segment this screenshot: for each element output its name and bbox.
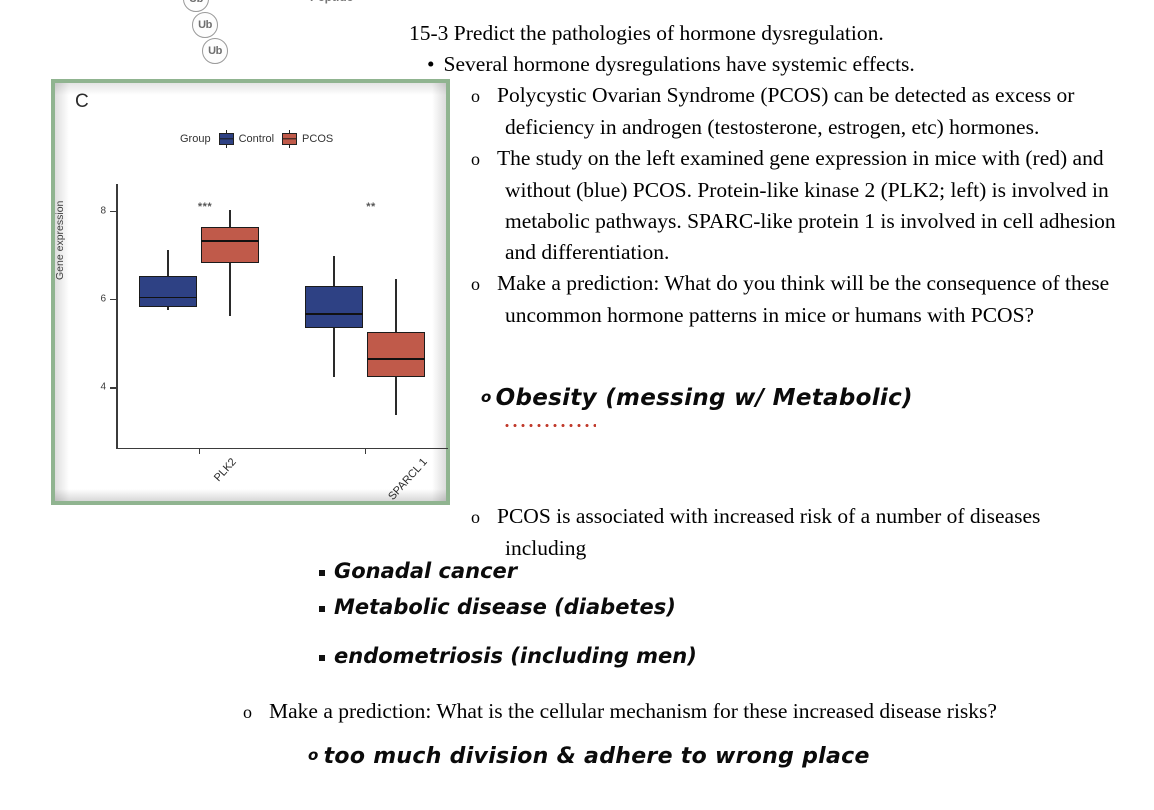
square-bullet-icon <box>319 655 325 661</box>
box-plot-whisker-lower <box>395 377 397 415</box>
bullet-level2-study-description: The study on the left examined gene expr… <box>471 143 1125 268</box>
handwritten-list-item-text: endometriosis (including men) <box>334 644 697 668</box>
x-axis <box>116 447 448 449</box>
handwritten-underline <box>503 424 596 427</box>
ubiquitin-icon: Ub <box>202 38 228 64</box>
y-tick <box>110 387 116 389</box>
y-axis <box>116 184 118 449</box>
y-tick-label: 8 <box>100 205 106 216</box>
ubiquitin-icon: Ub <box>183 0 209 12</box>
legend-label-pcos: PCOS <box>302 133 334 145</box>
bullet-level2-prediction-question-2: Make a prediction: What is the cellular … <box>243 696 1113 728</box>
handwritten-list-item-text: Gonadal cancer <box>334 559 518 583</box>
legend-entry-pcos: PCOS <box>282 130 334 148</box>
square-bullet-icon <box>319 570 325 576</box>
handwritten-answer-mechanism-text: too much division & adhere to wrong plac… <box>323 744 870 769</box>
box-plot-box <box>304 285 364 329</box>
handwritten-list-item: endometriosis (including men) <box>319 644 697 668</box>
handwritten-list-item: Gonadal cancer <box>319 559 517 583</box>
handwritten-answer-obesity: o Obesity (messing w/ Metabolic) <box>481 385 913 411</box>
box-plot-whisker-lower <box>229 262 231 317</box>
square-bullet-icon <box>319 606 325 612</box>
page-title: 15-3 Predict the pathologies of hormone … <box>409 21 884 45</box>
peptide-label: Peptide <box>310 0 353 4</box>
handwritten-answer-mechanism: o too much division & adhere to wrong pla… <box>308 744 870 769</box>
handwritten-list-item-text: Metabolic disease (diabetes) <box>334 595 676 619</box>
box-plot-whisker-lower <box>167 306 169 311</box>
box-plot-whisker-upper <box>229 210 231 227</box>
y-tick-label: 6 <box>100 293 106 305</box>
box-plot-whisker-upper <box>167 250 169 276</box>
significance-marker: ** <box>366 200 376 213</box>
significance-marker: *** <box>197 200 213 213</box>
ubiquitin-chain-remnant: Ub Ub Ub <box>183 0 303 72</box>
bullet-level2-pcos-definition: Polycystic Ovarian Syndrome (PCOS) can b… <box>471 80 1125 143</box>
handwritten-list-item: Metabolic disease (diabetes) <box>319 595 676 619</box>
panel-letter: C <box>75 91 89 112</box>
bullet-level1: Several hormone dysregulations have syst… <box>427 49 1125 80</box>
handwritten-bullet-icon: o <box>308 746 319 764</box>
figure-background <box>55 83 446 501</box>
figure-panel[interactable]: C Group Control PCOS Gene expression 4 6 8… <box>51 79 450 505</box>
box-plot-whisker-lower <box>333 328 335 377</box>
x-tick <box>199 449 201 454</box>
legend-swatch-control <box>218 130 234 148</box>
handwritten-bullet-icon: o <box>481 388 492 406</box>
y-axis-title: Gene expression <box>54 200 66 280</box>
bullet-level2-disease-risk: PCOS is associated with increased risk o… <box>471 501 1107 564</box>
box-plot-median <box>366 358 426 360</box>
y-tick <box>110 298 116 301</box>
box-plot-whisker-upper <box>333 255 335 286</box>
box-plot-median <box>200 240 260 242</box>
box-plot-whisker-upper <box>395 278 397 332</box>
box-plot-box <box>138 275 198 307</box>
x-tick <box>365 449 367 454</box>
y-tick-label: 4 <box>100 381 106 393</box>
box-plot-median <box>138 296 198 299</box>
box-plot-median <box>304 313 364 315</box>
y-tick <box>110 210 116 212</box>
slide-text-lower: Make a prediction: What is the cellular … <box>243 696 1113 728</box>
box-plot-box <box>366 331 426 377</box>
bullet-level2-prediction-question-1: Make a prediction: What do you think wil… <box>471 268 1125 331</box>
handwritten-answer-obesity-text: Obesity (messing w/ Metabolic) <box>495 385 913 411</box>
box-plot-box <box>200 226 260 263</box>
chart-legend: Group Control PCOS <box>180 130 334 148</box>
legend-label-control: Control <box>238 133 275 145</box>
slide-text-middle: PCOS is associated with increased risk o… <box>277 501 1107 564</box>
legend-title: Group <box>180 133 211 145</box>
slide-text-upper: 15-3 Predict the pathologies of hormone … <box>409 18 1125 331</box>
legend-entry-control: Control <box>218 130 275 148</box>
ubiquitin-icon: Ub <box>192 12 218 38</box>
legend-swatch-pcos <box>282 130 298 148</box>
